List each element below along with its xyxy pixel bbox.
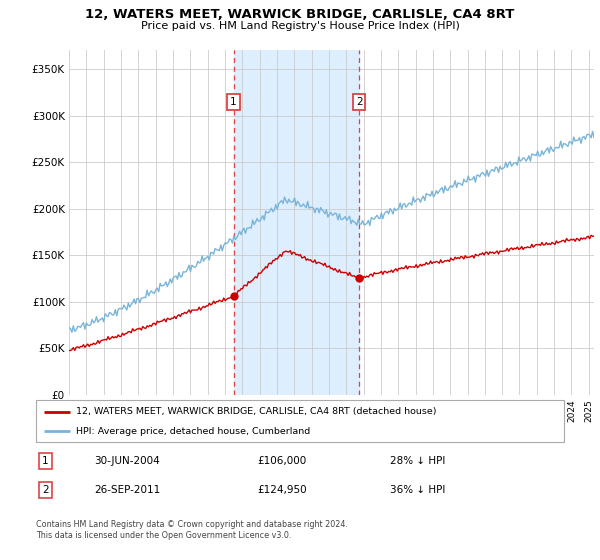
Text: HPI: Average price, detached house, Cumberland: HPI: Average price, detached house, Cumb…	[76, 427, 310, 436]
Text: 2: 2	[356, 96, 362, 106]
Text: 36% ↓ HPI: 36% ↓ HPI	[390, 486, 445, 496]
Text: 30-JUN-2004: 30-JUN-2004	[94, 456, 160, 466]
Text: Price paid vs. HM Land Registry's House Price Index (HPI): Price paid vs. HM Land Registry's House …	[140, 21, 460, 31]
Text: 12, WATERS MEET, WARWICK BRIDGE, CARLISLE, CA4 8RT: 12, WATERS MEET, WARWICK BRIDGE, CARLISL…	[85, 8, 515, 21]
Text: 1: 1	[230, 96, 237, 106]
Text: Contains HM Land Registry data © Crown copyright and database right 2024.: Contains HM Land Registry data © Crown c…	[36, 520, 348, 529]
Text: £106,000: £106,000	[258, 456, 307, 466]
Text: 12, WATERS MEET, WARWICK BRIDGE, CARLISLE, CA4 8RT (detached house): 12, WATERS MEET, WARWICK BRIDGE, CARLISL…	[76, 407, 436, 416]
Text: 1: 1	[42, 456, 49, 466]
Text: £124,950: £124,950	[258, 486, 307, 496]
Text: 28% ↓ HPI: 28% ↓ HPI	[390, 456, 445, 466]
Bar	[233, 50, 359, 395]
Text: 2: 2	[42, 486, 49, 496]
Text: This data is licensed under the Open Government Licence v3.0.: This data is licensed under the Open Gov…	[36, 531, 292, 540]
Text: 26-SEP-2011: 26-SEP-2011	[94, 486, 160, 496]
